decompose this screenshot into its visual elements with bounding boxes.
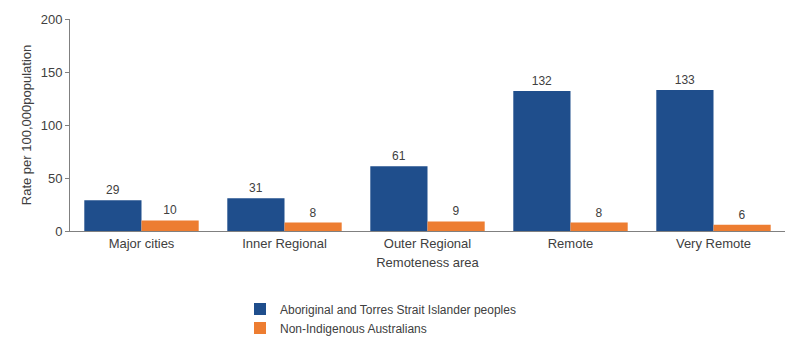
svg-text:133: 133 — [675, 73, 695, 87]
svg-text:Inner Regional: Inner Regional — [242, 236, 327, 251]
svg-text:Very Remote: Very Remote — [676, 236, 751, 251]
svg-text:50: 50 — [48, 171, 62, 186]
svg-text:100: 100 — [41, 118, 63, 133]
svg-text:61: 61 — [392, 149, 406, 163]
svg-text:Major cities: Major cities — [109, 236, 175, 251]
svg-text:Non-Indigenous Australians: Non-Indigenous Australians — [280, 322, 427, 336]
svg-text:200: 200 — [41, 12, 63, 27]
svg-text:29: 29 — [106, 183, 120, 197]
svg-text:150: 150 — [41, 65, 63, 80]
svg-text:9: 9 — [453, 204, 460, 218]
svg-text:0: 0 — [55, 224, 62, 239]
svg-text:8: 8 — [310, 206, 317, 220]
svg-text:Aboriginal and Torres Strait I: Aboriginal and Torres Strait Islander pe… — [280, 303, 516, 317]
svg-text:Remote: Remote — [548, 236, 594, 251]
svg-text:Remoteness area: Remoteness area — [376, 255, 479, 270]
svg-text:8: 8 — [596, 206, 603, 220]
svg-text:31: 31 — [249, 181, 263, 195]
svg-text:Outer Regional: Outer Regional — [384, 236, 472, 251]
svg-text:Rate per 100,000population: Rate per 100,000population — [19, 45, 34, 205]
svg-text:6: 6 — [739, 208, 746, 222]
svg-text:10: 10 — [163, 203, 177, 217]
svg-text:132: 132 — [532, 74, 552, 88]
